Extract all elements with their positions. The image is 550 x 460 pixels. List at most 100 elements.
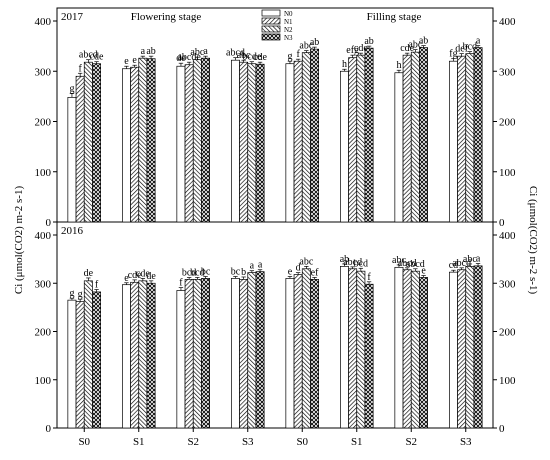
- bar-n2: [301, 268, 311, 429]
- bar-n0: [449, 271, 458, 429]
- bar-n0: [285, 278, 295, 429]
- y-tick-label-right: 400: [499, 230, 516, 242]
- y-tick-label-left: 200: [35, 117, 52, 129]
- year-label: 2016: [61, 225, 84, 237]
- significance-label: ab: [146, 46, 155, 57]
- bar-n2: [83, 61, 93, 223]
- bar-n2: [247, 272, 257, 429]
- significance-label: ab: [364, 36, 373, 47]
- significance-label: fg: [449, 49, 457, 60]
- significance-label: bcd: [463, 42, 477, 53]
- significance-label: cde: [128, 270, 142, 281]
- bar-n1: [457, 55, 467, 223]
- legend-label-n1: N1: [284, 18, 293, 26]
- bar-n3: [201, 278, 210, 429]
- bar-n1: [75, 301, 85, 429]
- significance-label: h: [342, 59, 347, 70]
- legend-swatch-n1: [261, 17, 281, 25]
- bar-n1: [184, 279, 194, 429]
- significance-label: abcde: [177, 52, 201, 63]
- significance-label: b: [241, 267, 246, 278]
- significance-label: ef: [311, 267, 319, 278]
- significance-label: abcd: [79, 50, 98, 61]
- significance-label: d: [296, 263, 301, 274]
- significance-label: abcd: [398, 258, 417, 269]
- significance-label: e: [421, 266, 426, 277]
- bar-n3: [146, 282, 156, 429]
- significance-label: a: [141, 46, 146, 57]
- significance-label: abc: [392, 255, 406, 266]
- significance-label: a: [258, 260, 263, 271]
- y-tick-label-left: 200: [35, 327, 52, 339]
- y-axis-label-right: Ci (μmol(CO2) m-2 s-1): [527, 186, 539, 295]
- legend-swatch-n3: [261, 33, 281, 41]
- bar-n3: [419, 277, 429, 429]
- bar-n2: [356, 54, 366, 223]
- significance-label: abc: [408, 40, 422, 51]
- legend-label-n0: N0: [284, 10, 293, 18]
- y-tick-label-right: 400: [499, 16, 516, 28]
- significance-label: cde: [90, 52, 104, 63]
- stage-label-flowering: Flowering stage: [131, 11, 202, 23]
- bar-n1: [402, 269, 412, 429]
- bar-n2: [247, 63, 257, 223]
- significance-label: abcd: [406, 259, 425, 270]
- significance-label: g: [69, 83, 74, 94]
- bar-n2: [410, 270, 420, 429]
- significance-label: abc: [190, 47, 204, 58]
- y-tick-label-left: 0: [46, 423, 52, 435]
- significance-label: abc: [299, 41, 313, 52]
- bar-n0: [176, 290, 186, 429]
- significance-label: f: [367, 272, 371, 283]
- x-tick-label: S1: [133, 436, 145, 448]
- bar-n0: [121, 68, 131, 223]
- significance-label: def: [455, 44, 468, 55]
- y-tick-label-right: 0: [499, 423, 505, 435]
- bar-n3: [255, 271, 265, 429]
- x-tick-label: S0: [296, 436, 308, 448]
- x-tick-label: S3: [460, 436, 472, 448]
- bar-n2: [410, 51, 420, 223]
- bar-n2: [192, 279, 202, 429]
- bar-n3: [419, 47, 429, 223]
- bar-n2: [83, 280, 93, 429]
- significance-label: g: [69, 288, 74, 299]
- bar-n3: [92, 63, 101, 223]
- significance-label: de: [176, 53, 186, 64]
- bar-n1: [457, 269, 467, 429]
- significance-label: e: [288, 266, 293, 277]
- x-tick-label: S2: [187, 436, 199, 448]
- significance-label: abc: [237, 50, 251, 61]
- bar-n1: [402, 54, 412, 223]
- bar-n1: [239, 61, 249, 223]
- bar-n3: [92, 291, 101, 429]
- bar-n2: [465, 266, 475, 429]
- x-tick-label: S3: [242, 436, 254, 448]
- significance-label: f: [78, 63, 82, 74]
- bar-n2: [138, 280, 148, 429]
- bar-n2: [465, 53, 475, 223]
- plot-frame: [56, 7, 494, 429]
- bar-n3: [473, 265, 483, 429]
- bar-n1: [75, 75, 85, 223]
- bar-n1: [239, 279, 249, 429]
- significance-label: abcd: [226, 48, 245, 59]
- bar-n2: [301, 52, 311, 223]
- significance-label: h: [396, 60, 401, 71]
- significance-label: cde: [400, 43, 414, 54]
- bar-n1: [130, 66, 140, 223]
- stage-label-filling: Filling stage: [367, 11, 422, 23]
- y-tick-label-right: 300: [499, 66, 516, 78]
- significance-label: e: [132, 55, 137, 66]
- significance-label: bcd: [354, 258, 368, 269]
- significance-label: ab: [340, 254, 349, 265]
- bar-n0: [285, 63, 295, 223]
- y-axis-label-left: Ci (μmol(CO2) m-2 s-1): [13, 186, 25, 295]
- bar-n0: [67, 97, 77, 223]
- bar-n1: [293, 274, 303, 429]
- bar-n0: [121, 284, 131, 429]
- bar-n1: [348, 268, 358, 429]
- legend-swatch-n2: [261, 25, 281, 33]
